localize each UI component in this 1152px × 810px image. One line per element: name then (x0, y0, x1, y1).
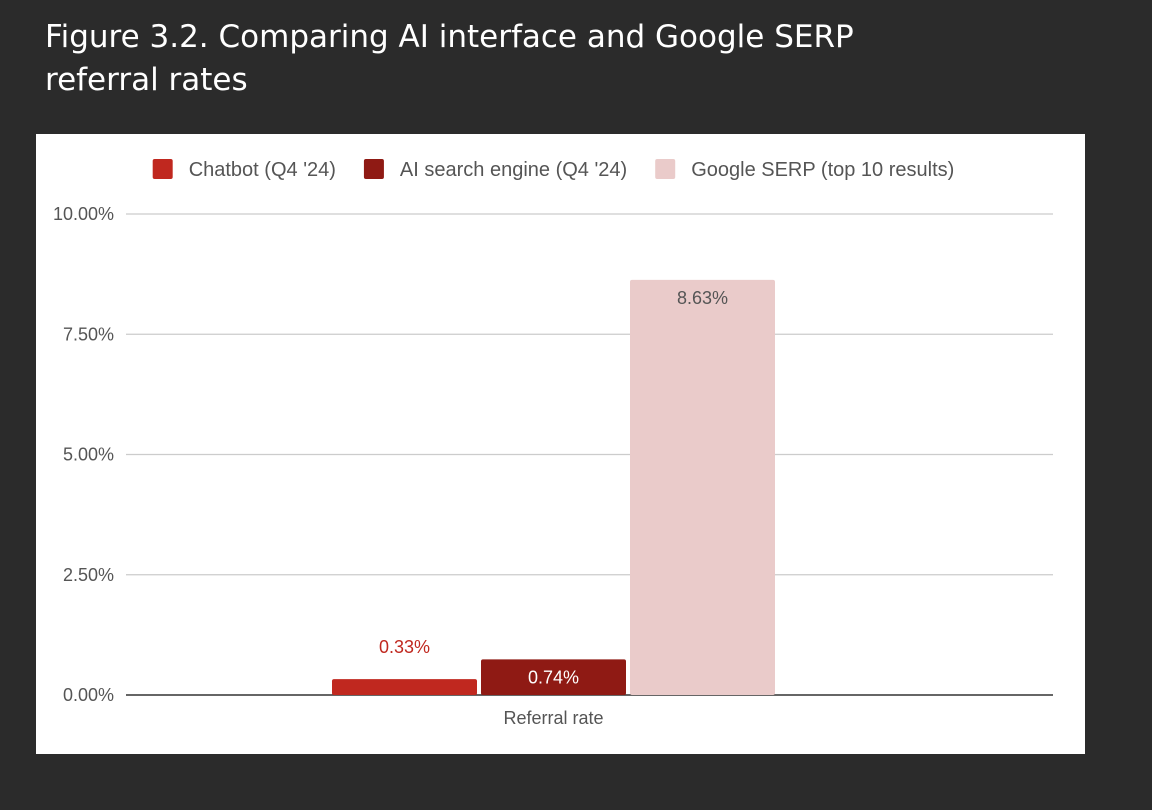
legend-swatch (152, 159, 173, 179)
legend-swatch (655, 159, 676, 179)
y-tick-label: 7.50% (63, 324, 114, 344)
data-label-ai-search-engine-q4-24: 0.74% (528, 667, 579, 687)
y-tick-label: 5.00% (63, 445, 114, 465)
legend-label: Chatbot (Q4 '24) (189, 159, 336, 181)
legend-item-chatbot-q4-24: Chatbot (Q4 '24) (152, 159, 336, 181)
y-axis-ticks: 0.00% 2.50% 5.00% 7.50% 10.00% (53, 204, 114, 705)
data-label-chatbot-q4-24: 0.33% (379, 637, 430, 657)
y-tick-label: 0.00% (63, 685, 114, 705)
bar-google-serp-top-10-results (630, 279, 775, 695)
legend-item-google-serp-top-10-results: Google SERP (top 10 results) (655, 159, 954, 181)
y-tick-label: 2.50% (63, 565, 114, 585)
figure-title: Figure 3.2. Comparing AI interface and G… (45, 19, 854, 98)
chart-bars (332, 279, 775, 695)
y-tick-label: 10.00% (53, 204, 114, 224)
legend-item-ai-search-engine-q4-24: AI search engine (Q4 '24) (363, 159, 627, 181)
legend-swatch (363, 159, 384, 179)
chart-legend: Chatbot (Q4 '24) AI search engine (Q4 '24… (152, 159, 954, 181)
legend-label: AI search engine (Q4 '24) (400, 159, 627, 181)
x-axis: Referral rate (503, 708, 603, 728)
chart-card: Chatbot (Q4 '24) AI search engine (Q4 '24… (36, 134, 1085, 754)
legend-label: Google SERP (top 10 results) (691, 159, 954, 181)
chart-gridlines (126, 213, 1053, 696)
bar-ai-search-engine-q4-24 (481, 659, 626, 695)
x-tick-label: Referral rate (503, 708, 603, 728)
referral-rate-bar-chart: Chatbot (Q4 '24) AI search engine (Q4 '24… (53, 159, 1053, 728)
bar-chatbot-q4-24 (332, 679, 477, 695)
data-label-google-serp-top-10-results: 8.63% (677, 288, 728, 308)
chart-bar-labels: 0.33% 0.74% 8.63% (379, 288, 728, 688)
